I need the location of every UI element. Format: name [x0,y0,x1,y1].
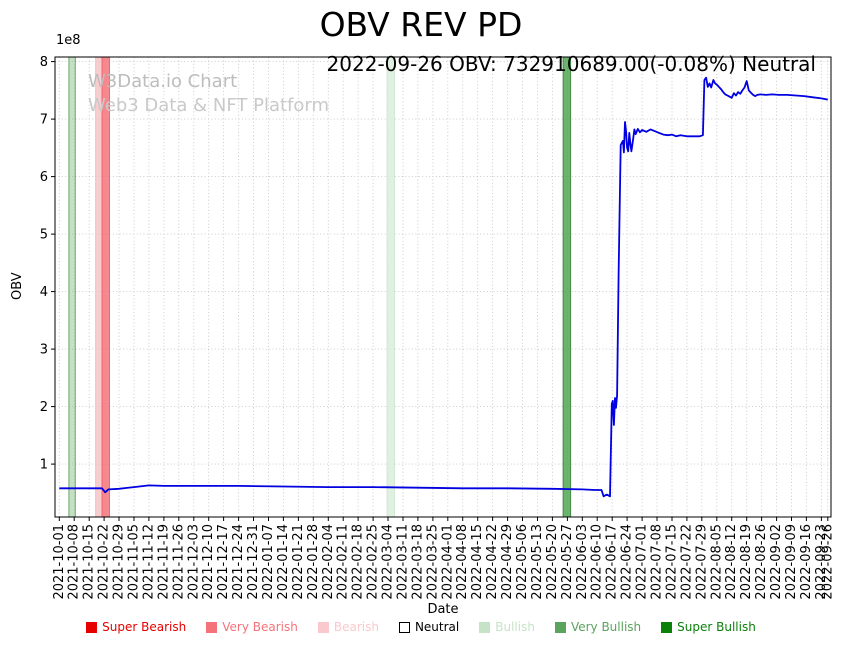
plot-border [54,56,832,518]
x-tick-label: 2022-05-20 [545,524,560,600]
legend-label-super-bullish: Super Bullish [677,620,756,634]
x-tick-label: 2021-10-29 [112,524,127,600]
legend-label-bullish: Bullish [495,620,535,634]
y-tick-label: 2 [40,400,48,415]
x-tick-label: 2022-04-08 [455,524,470,600]
x-tick-label: 2021-11-26 [171,524,186,600]
x-tick-label: 2021-12-24 [231,524,246,600]
x-tick-label: 2021-12-03 [186,524,201,600]
x-tick-label: 2021-11-19 [156,524,171,600]
x-tick-label: 2022-06-24 [620,524,635,600]
latest-value-annotation: 2022-09-26 OBV: 732910689.00(-0.08%) Neu… [326,52,816,76]
legend-swatch-very-bullish [554,621,566,633]
x-tick-label: 2022-06-17 [605,524,620,600]
signal-band-very-bearish [101,56,110,518]
legend-swatch-bearish [317,621,329,633]
x-tick-label: 2022-01-07 [261,524,276,600]
x-tick-label: 2021-10-15 [82,524,97,600]
x-tick-label: 2022-07-22 [679,524,694,600]
x-tick-label: 2022-05-13 [530,524,545,600]
y-axis-label: OBV [10,272,25,300]
x-tick-label: 2022-02-11 [336,524,351,600]
x-tick-label: 2022-04-29 [500,524,515,600]
x-tick-label: 2022-08-12 [724,524,739,600]
legend-swatch-bullish [479,621,491,633]
signal-band-very-bullish [562,56,572,518]
legend-swatch-neutral [398,621,410,633]
x-tick-label: 2021-12-31 [246,524,261,600]
legend-item-super-bullish: Super Bullish [661,620,756,634]
x-tick-label: 2022-05-06 [515,524,530,600]
signal-band-bullish [386,56,395,518]
legend-item-neutral: Neutral [398,620,460,634]
x-tick-label: 2022-06-03 [575,524,590,600]
x-tick-label: 2021-12-17 [216,524,231,600]
x-tick-label: 2022-04-01 [440,524,455,600]
y-axis-offset-label: 1e8 [56,33,81,48]
x-tick-label: 2021-11-12 [141,524,156,600]
x-tick-label: 2022-09-16 [799,524,814,600]
x-tick-label: 2022-05-27 [560,524,575,600]
x-tick-label: 2022-08-05 [709,524,724,600]
signal-legend: Super Bearish Very Bearish Bearish Neutral B… [0,620,842,634]
legend-label-very-bearish: Very Bearish [222,620,298,634]
x-tick-label: 2022-08-26 [754,524,769,600]
x-tick-label: 2021-10-08 [67,524,82,600]
y-tick-label: 7 [40,113,48,128]
x-tick-label: 2022-01-28 [306,524,321,600]
x-tick-label: 2022-02-04 [321,524,336,600]
x-tick-label: 2022-07-29 [694,524,709,600]
x-tick-label: 2021-10-22 [97,524,112,600]
x-tick-label: 2022-07-15 [665,524,680,600]
x-tick-label: 2022-04-22 [485,524,500,600]
x-tick-label: 2021-12-10 [201,524,216,600]
x-tick-label: 2022-06-10 [590,524,605,600]
x-tick-label: 2022-08-19 [739,524,754,600]
obv-line [59,76,828,498]
legend-swatch-very-bearish [206,621,218,633]
x-tick-label: 2022-03-18 [410,524,425,600]
y-tick-label: 1 [40,458,48,473]
x-tick-label: 2022-09-09 [784,524,799,600]
legend-item-super-bearish: Super Bearish [86,620,186,634]
y-tick-label: 3 [40,343,48,358]
x-tick-label: 2022-09-23 [814,524,829,600]
chart-title: OBV REV PD [319,5,523,44]
y-tick-label: 6 [40,170,48,185]
legend-swatch-super-bullish [661,621,673,633]
signal-band-bullish [68,56,76,518]
x-tick-label: 2022-04-15 [470,524,485,600]
signal-band-bearish [95,56,103,518]
legend-item-bearish: Bearish [317,620,379,634]
legend-label-super-bearish: Super Bearish [102,620,187,634]
x-tick-label: 2022-03-25 [425,524,440,600]
x-tick-label: 2022-02-18 [351,524,366,600]
legend-label-very-bullish: Very Bullish [570,620,642,634]
x-tick-label: 2022-03-11 [396,524,411,600]
x-tick-label: 2022-01-21 [291,524,306,600]
x-tick-label: 2021-11-05 [127,524,142,600]
legend-swatch-super-bearish [86,621,98,633]
legend-label-bearish: Bearish [333,620,379,634]
x-tick-label: 2022-02-25 [366,524,381,600]
x-tick-label: 2022-09-26 [820,524,835,600]
legend-item-very-bullish: Very Bullish [554,620,642,634]
x-tick-label: 2022-07-08 [650,524,665,600]
x-axis-label: Date [427,602,459,617]
x-tick-label: 2022-03-04 [381,524,396,600]
legend-item-very-bearish: Very Bearish [206,620,298,634]
x-tick-label: 2022-07-01 [635,524,650,600]
y-tick-label: 5 [40,228,48,243]
x-tick-label: 2022-01-14 [276,524,291,600]
y-tick-label: 4 [40,285,48,300]
x-tick-label: 2021-10-01 [52,524,67,600]
x-tick-label: 2022-09-02 [769,524,784,600]
legend-item-bullish: Bullish [479,620,535,634]
legend-label-neutral: Neutral [414,620,460,634]
y-tick-label: 8 [40,55,48,70]
